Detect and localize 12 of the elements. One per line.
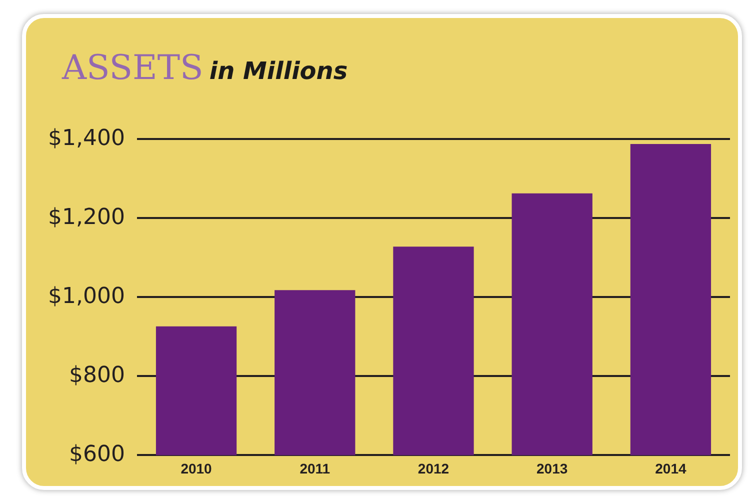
x-tick-label: 2011 xyxy=(300,460,330,476)
y-tick-label: $1,200 xyxy=(48,204,125,230)
y-tick-label: $1,000 xyxy=(48,284,125,309)
x-tick-label: 2010 xyxy=(180,460,212,476)
y-tick-label: $1,400 xyxy=(48,126,125,151)
chart-title: ASSETS xyxy=(62,48,204,88)
y-tick-label: $800 xyxy=(68,362,125,388)
x-tick-label: 2012 xyxy=(418,460,450,476)
chart-subtitle: in Millions xyxy=(209,57,348,85)
x-tick-label: 2013 xyxy=(536,460,568,476)
y-tick-label: $600 xyxy=(68,442,125,467)
x-tick-label: 2014 xyxy=(655,460,686,476)
